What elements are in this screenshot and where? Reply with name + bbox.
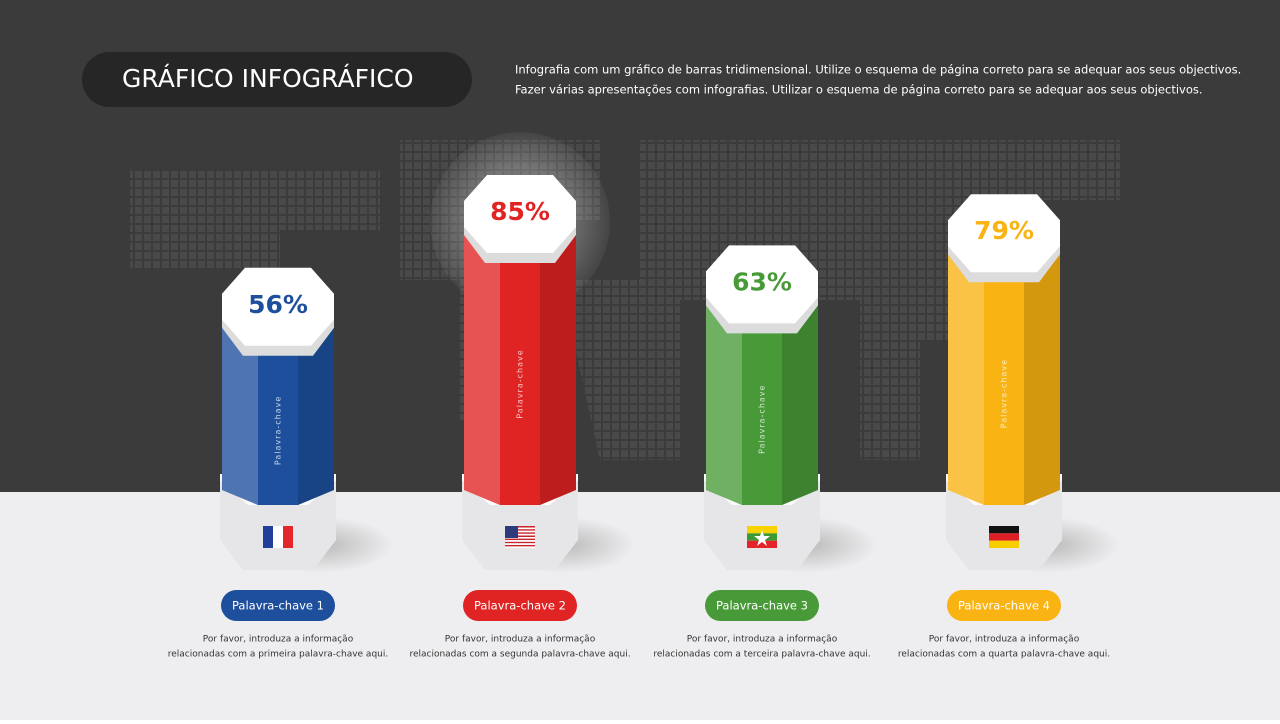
bar-face-left <box>948 252 984 505</box>
value-label: 85% <box>490 197 550 226</box>
bar-face-left-shade <box>706 303 742 505</box>
flag-stripe <box>747 526 777 534</box>
flag-stripe <box>989 526 1019 534</box>
value-label: 56% <box>248 290 308 319</box>
category-note: Por favor, introduza a informação <box>445 635 596 645</box>
bar-face-right <box>540 233 576 505</box>
bar-face-left-shade <box>948 252 984 505</box>
flag-stripe <box>747 540 777 548</box>
flag <box>989 526 1019 548</box>
bar-face-left <box>706 303 742 505</box>
world-map <box>130 140 1120 460</box>
bar-face-left <box>464 233 500 505</box>
bar-face-front <box>984 252 1024 505</box>
description-line: Infografia com um gráfico de barras trid… <box>515 63 1241 77</box>
bar <box>948 252 1060 505</box>
flag-stripe <box>505 532 535 534</box>
flag-stripe <box>505 537 535 539</box>
category-note: relacionadas com a segunda palavra-chave… <box>409 650 630 660</box>
bar-cap-top <box>948 194 1060 273</box>
flag-stripe <box>989 540 1019 548</box>
flag-star <box>754 530 770 546</box>
category-note: relacionadas com a terceira palavra-chav… <box>653 650 870 660</box>
flag-stripe <box>505 541 535 544</box>
flag-stripe <box>989 533 1019 541</box>
bar-face-left-shade <box>464 233 500 505</box>
category-pill <box>947 590 1061 621</box>
bar <box>464 233 576 505</box>
category-note: Por favor, introduza a informação <box>687 635 838 645</box>
category-label: Palavra-chave 2 <box>474 599 566 613</box>
category-pill <box>705 590 819 621</box>
bar-face-front <box>742 303 782 505</box>
bar-label: Palavra-chave <box>1000 359 1009 428</box>
bar-face-right <box>782 303 818 505</box>
flag-stripe <box>505 540 535 542</box>
flag <box>505 526 535 548</box>
bar-cap-top <box>222 267 334 346</box>
bar-face-right-shade <box>298 325 334 505</box>
value-label: 79% <box>974 216 1034 245</box>
bar-face-front <box>500 233 540 505</box>
bar-label: Palavra-chave <box>758 385 767 454</box>
flag-stripe <box>505 544 535 547</box>
category-pill <box>463 590 577 621</box>
flag-stripe <box>263 526 273 548</box>
flag-stripe <box>505 530 535 533</box>
flag-stripe <box>505 529 535 531</box>
flag-stripe <box>505 535 535 537</box>
value-label: 63% <box>732 267 792 296</box>
flag-stripe <box>505 527 535 530</box>
category-note: relacionadas com a primeira palavra-chav… <box>168 650 388 660</box>
bar <box>706 303 818 505</box>
bar-face-right-shade <box>782 303 818 505</box>
flag <box>747 526 777 548</box>
category-label: Palavra-chave 3 <box>716 599 808 613</box>
bar-cap-top <box>464 175 576 253</box>
flag <box>263 526 293 548</box>
category-pill <box>221 590 335 621</box>
flag-stripe <box>505 526 535 528</box>
category-note: relacionadas com a quarta palavra-chave … <box>898 650 1110 660</box>
flag-stripe <box>505 533 535 536</box>
bar-label: Palavra-chave <box>516 349 525 418</box>
category-note: Por favor, introduza a informação <box>203 635 354 645</box>
flag-stripe <box>283 526 293 548</box>
bar-face-right-shade <box>540 233 576 505</box>
bar-label: Palavra-chave <box>274 396 283 465</box>
flag-stripe <box>273 526 283 548</box>
category-label: Palavra-chave 1 <box>232 599 324 613</box>
bar-cap-top <box>706 245 818 324</box>
flag-stripe <box>505 538 535 541</box>
flag-canton <box>505 526 518 538</box>
bar-face-right <box>1024 252 1060 505</box>
bar-face-right <box>298 325 334 505</box>
description-line: Fazer várias apresentações com infografi… <box>515 83 1203 97</box>
bar-face-left <box>222 325 258 505</box>
category-note: Por favor, introduza a informação <box>929 635 1080 645</box>
category-label: Palavra-chave 4 <box>958 599 1050 613</box>
title-pill <box>82 52 472 107</box>
chart-title: GRÁFICO INFOGRÁFICO <box>122 64 414 93</box>
flag-stripe <box>505 543 535 545</box>
bar-face-right-shade <box>1024 252 1060 505</box>
bar-face-left-shade <box>222 325 258 505</box>
flag-stripe <box>505 546 535 548</box>
